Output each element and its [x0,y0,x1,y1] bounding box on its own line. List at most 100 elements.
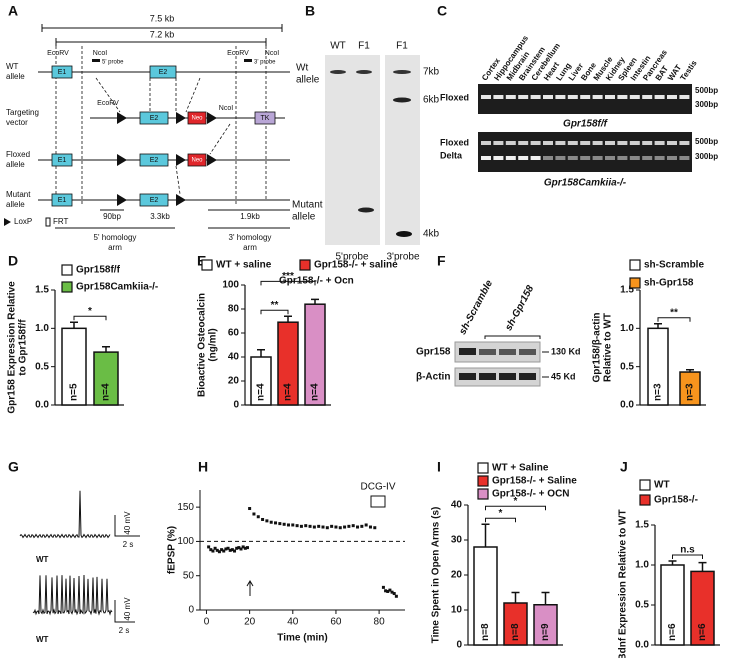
exon-label: E1 [58,69,67,76]
legend-label: LoxP [14,217,32,226]
point [347,524,351,528]
bar [647,327,669,406]
row-label: allele [6,160,25,169]
point [230,548,234,552]
size-label: 500bp [695,137,718,146]
size-label: 300bp [695,100,718,109]
panel-letter: J [620,459,628,475]
legend-label: Gpr158-/- + OCN [492,489,570,500]
panel-letter: I [437,459,441,475]
x-tick-label: 0 [204,617,210,628]
gel-band [592,156,603,160]
neo-label: Neo [191,116,203,122]
point [386,589,390,593]
significance-label: * [499,508,503,519]
significance-label: * [514,496,518,507]
row-label: Targeting [6,108,39,117]
allele-label: Wt [296,63,308,74]
legend-label: Gpr158Camkiia-/- [76,282,158,293]
gel-band [555,156,566,160]
y-tick-label: 30 [451,535,463,546]
length-label: 1.9kb [240,212,260,221]
gel-band [543,141,553,145]
point [381,585,385,589]
row-label: Floxed [440,92,469,102]
n-label: n=3 [653,383,664,401]
point [325,526,329,530]
error-bar [481,523,490,547]
allele-label: Mutant [292,200,323,211]
point [330,524,334,528]
gel-band [667,141,677,145]
gel-band [555,141,566,145]
gel-band [555,95,566,99]
arm-label: 3' homology [229,233,272,242]
lane-label: WT [330,41,346,52]
point [373,526,377,530]
genotype-label: Gpr158Camkiia-/- [544,178,627,189]
length-label: 3.3kb [150,212,170,221]
row-label: Mutant [6,190,31,199]
y-tick-label: 100 [222,280,239,291]
probe-label: 3'probe [386,252,419,263]
gel-band [567,141,578,145]
point [384,589,388,593]
point [392,592,396,596]
y-tick-label: 40 [228,352,240,363]
tk [254,111,276,125]
blot [325,55,380,245]
gel-band [592,95,603,99]
panel-letter: C [437,3,447,19]
y-tick-label: 0.0 [620,400,634,411]
y-tick-label: 50 [183,570,195,581]
gel-band [667,156,677,160]
legend-label: WT + saline [216,260,272,271]
row-label: vector [6,118,28,127]
loxp [117,112,127,124]
n-label: n=8 [480,623,491,641]
gel-band [667,95,677,99]
gel-band [642,156,653,160]
n-label: n=9 [540,623,551,641]
voltage-trace [19,490,111,539]
point [299,524,303,528]
point [217,550,221,554]
y-tick-label: 100 [177,536,194,547]
y-tick-label: 20 [228,376,240,387]
scale-label: 40 mV [123,511,132,535]
significance-label: ** [271,300,279,311]
y-tick-label: 0.5 [620,361,634,372]
point [317,524,321,528]
band [393,70,411,74]
gel-band [530,95,541,99]
voltage-trace [32,574,113,616]
bar [93,351,119,406]
point [261,517,265,521]
y-tick-label: 0.5 [635,600,649,611]
error-bar [698,561,707,572]
point [368,525,372,529]
size-label: 6kb [423,95,440,106]
band [358,207,374,213]
gel-band [518,141,529,145]
y-axis-label: fEPSP (%) [167,526,178,574]
panel-letter: F [437,253,446,269]
gel-band [530,141,541,145]
arm-label: arm [243,243,257,252]
band [519,373,536,380]
exon-label: E2 [159,69,168,76]
error-bar [541,591,550,605]
significance-label: * [88,306,92,317]
gel-band [493,95,504,99]
panel-a: A 7.5 kb 7.2 kb EcoRV NcoI EcoRV NcoI WT… [4,3,290,252]
neo [187,153,207,167]
annotation-box [370,495,386,508]
legend-label: Gpr158-/- [654,495,698,506]
row-label: Delta [440,150,463,160]
gel-band [642,141,653,145]
gel-band [493,141,504,145]
exon [139,193,169,207]
legend-label: WT + Saline [492,463,549,474]
point [235,546,239,550]
gel-band [617,156,628,160]
